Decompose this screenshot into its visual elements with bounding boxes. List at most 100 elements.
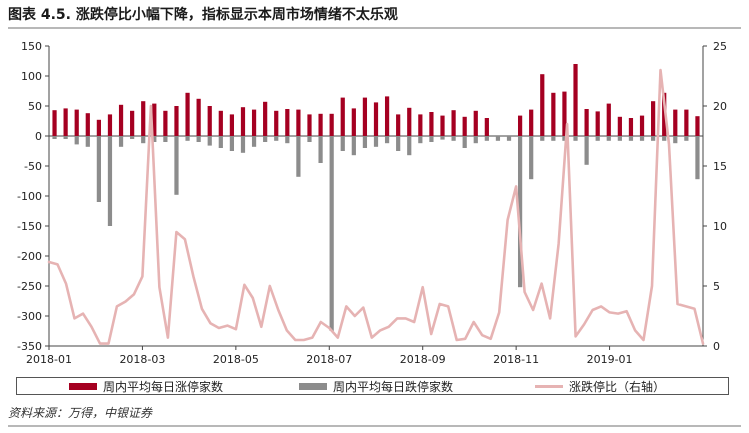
legend-swatch-ratio: [535, 384, 563, 388]
limit-up-bar: [152, 103, 157, 136]
limit-down-bar: [296, 136, 301, 177]
limit-up-bar: [606, 103, 611, 136]
limit-up-bar: [240, 107, 246, 136]
limit-down-bar: [107, 136, 113, 226]
limit-down-bar: [96, 136, 101, 202]
limit-down-bar: [351, 136, 356, 156]
limit-up-bar: [529, 109, 534, 136]
left-tick-label: -100: [17, 190, 42, 203]
limit-down-bar: [285, 136, 290, 144]
legend-item-ratio: 涨跌停比（右轴）: [535, 378, 665, 394]
left-tick-label: -50: [24, 160, 42, 173]
limit-up-bar: [373, 102, 379, 136]
limit-down-bar: [152, 136, 157, 142]
limit-down-bar: [251, 136, 257, 147]
limit-up-bars: [52, 64, 700, 136]
x-tick-label: 2018-11: [493, 353, 539, 366]
limit-up-bar: [141, 101, 146, 136]
limit-up-bar: [562, 91, 567, 136]
limit-down-bar: [639, 136, 645, 141]
ratio-line: [47, 68, 705, 345]
limit-up-bar: [74, 109, 79, 136]
right-tick-label: 5: [713, 280, 720, 293]
left-tick-label: -200: [17, 250, 42, 263]
limit-down-bar: [695, 136, 700, 180]
left-axis-labels: 150 100 50 0 -50 -100 -150 -200 -250 -300 -350: [17, 40, 42, 353]
limit-down-bar: [595, 136, 600, 141]
limit-up-bar: [540, 74, 545, 136]
right-tick-label: 25: [713, 40, 727, 53]
limit-up-bar: [673, 109, 678, 136]
limit-down-bar: [573, 136, 578, 141]
limit-up-bar: [263, 101, 268, 136]
limit-up-bar: [407, 107, 412, 136]
limit-up-bar: [384, 96, 390, 136]
legend-label-ratio: 涨跌停比（右轴）: [569, 379, 666, 394]
limit-down-bar: [673, 136, 678, 144]
limit-down-bar: [130, 136, 135, 139]
legend-item-limit-down: 周内平均每日跌停家数: [299, 378, 453, 394]
limit-down-bar: [340, 136, 345, 151]
limit-up-bar: [207, 106, 212, 136]
left-tick-label: -150: [17, 220, 42, 233]
legend-item-limit-up: 周内平均每日涨停家数: [69, 378, 223, 394]
limit-down-bar: [52, 136, 57, 139]
limit-down-bar: [429, 136, 434, 142]
limit-down-bar: [174, 136, 179, 195]
limit-down-bar: [384, 136, 390, 144]
legend-label-limit-down: 周内平均每日跌停家数: [333, 379, 454, 394]
limit-down-bar: [318, 136, 323, 163]
limit-up-bar: [684, 109, 689, 136]
right-tick-label: 0: [713, 340, 720, 353]
x-tick-label: 2018-03: [119, 353, 165, 366]
limit-up-bar: [584, 109, 589, 136]
left-tick-label: -300: [17, 310, 42, 323]
left-tick-label: 0: [35, 130, 42, 143]
limit-down-bar: [562, 136, 567, 141]
limit-down-bar: [118, 136, 124, 147]
figure-title: 图表 4.5. 涨跌停比小幅下降，指标显示本周市场情绪不太乐观: [8, 7, 398, 23]
limit-up-bar: [639, 115, 645, 136]
limit-up-bar: [551, 92, 556, 136]
limit-down-bar: [307, 136, 312, 142]
limit-up-bar: [484, 118, 489, 136]
title-divider: [8, 27, 741, 29]
limit-up-bar: [418, 114, 423, 136]
legend-label-limit-up: 周内平均每日涨停家数: [103, 379, 224, 394]
limit-down-bar: [407, 136, 412, 156]
limit-up-bar: [296, 109, 301, 136]
limit-up-bar: [285, 109, 290, 136]
limit-down-bar: [74, 136, 79, 145]
limit-down-bar: [440, 136, 445, 140]
limit-down-bars: [52, 136, 700, 331]
limit-down-bar: [185, 136, 190, 141]
legend-swatch-limit-up: [69, 382, 97, 390]
limit-down-bar: [196, 136, 201, 142]
left-tick-label: 150: [21, 40, 42, 53]
x-tick-label: 2018-09: [400, 353, 446, 366]
limit-up-bar: [473, 110, 478, 136]
limit-down-bar: [329, 136, 334, 331]
limit-up-bar: [329, 113, 334, 136]
limit-up-bar: [573, 64, 578, 136]
limit-down-bar: [506, 136, 512, 141]
limit-up-bar: [651, 101, 656, 136]
limit-up-bar: [163, 110, 168, 136]
limit-down-bar: [218, 136, 223, 148]
limit-down-bar: [274, 136, 279, 141]
right-tick-label: 20: [713, 100, 727, 113]
limit-up-bar: [218, 110, 223, 136]
x-tick-label: 2018-01: [26, 353, 72, 366]
right-axis-labels: 25 20 15 10 5 0: [713, 40, 727, 353]
left-tick-label: 100: [21, 70, 42, 83]
limit-up-bar: [362, 97, 368, 136]
chart-axes: [45, 45, 707, 350]
limit-up-bar: [318, 113, 323, 136]
limit-up-bar: [517, 115, 523, 136]
limit-down-bar: [517, 136, 523, 288]
limit-down-bar: [373, 136, 379, 147]
limit-up-bar: [429, 112, 434, 136]
limit-up-bar: [63, 108, 68, 136]
limit-down-bar: [529, 136, 534, 180]
x-axis-labels: 2018-01 2018-03 2018-05 2018-07 2018-09 2018-…: [26, 353, 633, 366]
